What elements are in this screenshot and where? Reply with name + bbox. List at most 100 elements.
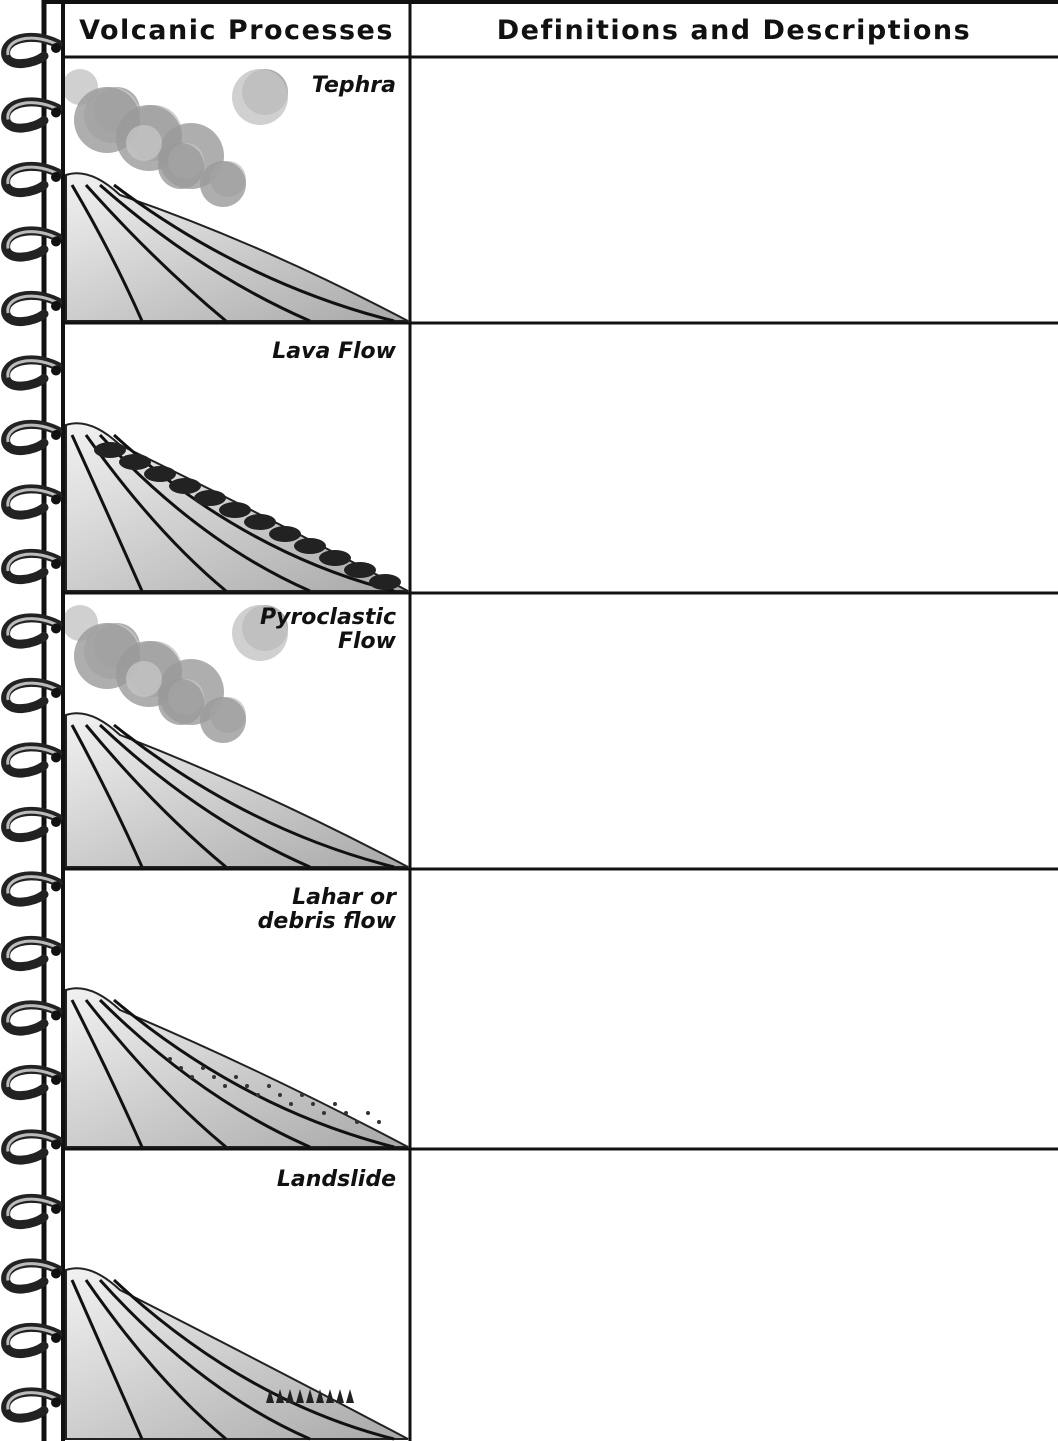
- spiral-hole: [51, 623, 61, 634]
- spiral-hole: [51, 752, 61, 763]
- debris: [179, 1066, 183, 1070]
- ash-cloud: [158, 143, 204, 189]
- spiral-hole: [51, 236, 61, 247]
- volcano-ridge: [113, 183, 395, 323]
- spiral-ring-shine: [6, 1068, 57, 1088]
- lava-block: [94, 442, 126, 458]
- ash-cloud: [126, 661, 162, 697]
- spiral-ring-shine: [6, 810, 57, 830]
- spiral-ring-shine: [6, 552, 57, 572]
- volcano-ridge: [70, 999, 144, 1148]
- spiral-ring-shine: [6, 746, 57, 765]
- tree: [306, 1389, 314, 1403]
- lava-block: [194, 490, 226, 506]
- spiral-hole: [51, 1268, 61, 1279]
- volcano-ridge: [112, 1278, 395, 1441]
- tree: [326, 1389, 334, 1403]
- volcano-ridge: [70, 184, 144, 322]
- lava-block: [219, 502, 251, 518]
- spiral-ring-shine: [6, 1391, 57, 1410]
- volcano-ridge: [84, 183, 227, 323]
- volcano-ridge: [84, 999, 227, 1149]
- spiral-hole: [51, 817, 61, 827]
- volcano-illustration: [65, 422, 409, 593]
- debris: [223, 1084, 227, 1088]
- spiral-ring-shine: [6, 1326, 57, 1346]
- spiral-hole: [51, 881, 61, 892]
- spiral-hole: [51, 946, 61, 956]
- spiral-ring-shine: [6, 294, 57, 314]
- spiral-ring-shine: [6, 939, 57, 959]
- spiral-ring-shine: [6, 488, 57, 507]
- spiral-ring-shine: [6, 681, 57, 701]
- debris: [377, 1120, 381, 1124]
- lava-block: [119, 454, 151, 470]
- spiral-hole: [51, 172, 61, 182]
- debris: [190, 1075, 194, 1079]
- spiral-hole: [51, 1397, 61, 1408]
- ash-cloud: [232, 605, 288, 661]
- row-label: Lahar or debris flow: [257, 885, 396, 934]
- tree: [336, 1389, 344, 1403]
- spiral-ring-shine: [6, 230, 57, 249]
- row-label: Tephra: [311, 73, 396, 98]
- lava-block: [244, 514, 276, 530]
- lava-block: [269, 526, 301, 542]
- tree: [276, 1389, 284, 1403]
- row-label: Lava Flow: [272, 339, 396, 364]
- row-label: Pyroclastic Flow: [259, 605, 396, 654]
- ash-cloud: [158, 679, 204, 725]
- debris: [278, 1093, 282, 1097]
- spiral-ring-shine: [6, 101, 57, 120]
- illustrations: [62, 69, 409, 1441]
- volcano-slope: [65, 1267, 409, 1440]
- spiral-ring-shine: [6, 1133, 57, 1152]
- volcano-ridge: [84, 724, 227, 869]
- volcano-ridge: [99, 183, 311, 323]
- spiral-hole: [51, 301, 61, 311]
- spiral-hole: [51, 688, 61, 698]
- volcano-ridge: [70, 434, 144, 592]
- spiral-ring-shine: [6, 359, 57, 378]
- volcano-ridge: [98, 723, 311, 869]
- tree: [346, 1389, 354, 1403]
- ash-cloud: [200, 161, 246, 207]
- volcano-illustration: [62, 605, 409, 869]
- debris: [333, 1102, 337, 1106]
- tree: [266, 1389, 274, 1403]
- debris: [311, 1102, 315, 1106]
- lava-block: [319, 550, 351, 566]
- tree: [286, 1389, 294, 1403]
- lava-block: [369, 574, 401, 590]
- spiral-hole: [51, 43, 61, 53]
- spiral-hole: [51, 107, 61, 118]
- ash-cloud: [126, 125, 162, 161]
- table-frame: [41, 0, 1058, 1441]
- spiral-hole: [51, 494, 61, 505]
- spiral-ring-shine: [6, 1197, 57, 1217]
- debris: [212, 1075, 216, 1079]
- debris: [201, 1066, 205, 1070]
- spiral-ring-shine: [6, 165, 57, 185]
- ash-cloud: [200, 697, 246, 743]
- volcano-ridge: [113, 723, 395, 869]
- lava-block: [169, 478, 201, 494]
- spiral-ring-shine: [6, 36, 57, 56]
- spiral-hole: [51, 365, 61, 376]
- spiral-ring-shine: [6, 875, 57, 894]
- debris: [366, 1111, 370, 1115]
- spiral-hole: [51, 1010, 61, 1021]
- lava-block: [294, 538, 326, 554]
- spiral-hole: [51, 559, 61, 569]
- volcano-ridge: [70, 1279, 144, 1440]
- ash-cloud: [74, 87, 140, 153]
- volcano-ridge: [98, 1278, 311, 1441]
- volcano-ridge: [70, 724, 144, 868]
- spiral-ring-shine: [6, 423, 57, 443]
- tree: [316, 1389, 324, 1403]
- debris: [355, 1120, 359, 1124]
- spiral-ring-shine: [6, 1004, 57, 1023]
- spiral-binding: [1, 32, 63, 1423]
- ash-cloud: [74, 623, 140, 689]
